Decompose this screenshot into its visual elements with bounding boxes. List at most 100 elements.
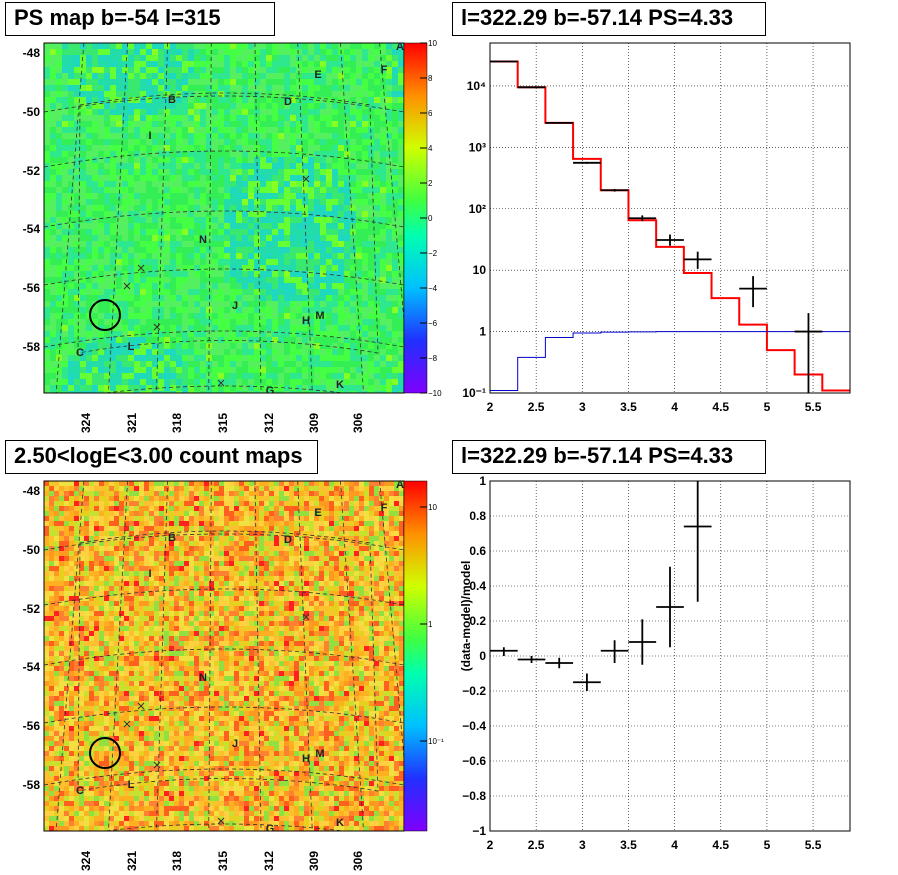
map-pixel (304, 561, 310, 567)
map-pixel (242, 169, 249, 176)
map-pixel (248, 43, 255, 50)
map-pixel (146, 199, 153, 206)
map-pixel (254, 193, 261, 200)
map-pixel (354, 556, 360, 562)
map-pixel (309, 521, 315, 527)
map-pixel (169, 506, 175, 512)
map-pixel (212, 217, 219, 224)
map-pixel (146, 253, 153, 260)
map-pixel (206, 115, 213, 122)
map-pixel (296, 121, 303, 128)
map-pixel (386, 115, 393, 122)
map-pixel (284, 157, 291, 164)
map-pixel (182, 211, 189, 218)
map-pixel (278, 241, 285, 248)
map-pixel (326, 181, 333, 188)
map-pixel (44, 109, 51, 116)
map-pixel (212, 205, 219, 212)
map-pixel (158, 373, 165, 380)
map-pixel (380, 325, 387, 332)
map-pixel (86, 163, 93, 170)
map-pixel (290, 55, 297, 62)
map-pixel (284, 313, 291, 320)
map-pixel (170, 157, 177, 164)
map-pixel (212, 103, 219, 110)
map-pixel (319, 511, 325, 517)
map-pixel (129, 521, 135, 527)
map-pixel (344, 561, 350, 567)
map-pixel (236, 223, 243, 230)
map-pixel (92, 355, 99, 362)
map-pixel (254, 289, 261, 296)
map-pixel (224, 385, 231, 392)
map-pixel (129, 551, 135, 557)
map-pixel (354, 546, 360, 552)
map-pixel (329, 526, 335, 532)
map-pixel (350, 115, 357, 122)
map-pixel (134, 506, 140, 512)
map-pixel (116, 199, 123, 206)
map-pixel (332, 61, 339, 68)
map-pixel (380, 367, 387, 374)
map-pixel (209, 526, 215, 532)
map-pixel (170, 331, 177, 338)
map-pixel (374, 277, 381, 284)
map-pixel (272, 289, 279, 296)
map-pixel (296, 139, 303, 146)
map-pixel (146, 187, 153, 194)
map-pixel (86, 205, 93, 212)
map-pixel (314, 265, 321, 272)
map-pixel (188, 361, 195, 368)
map-pixel (80, 151, 87, 158)
map-pixel (249, 566, 255, 572)
map-pixel (254, 536, 260, 542)
map-pixel (86, 127, 93, 134)
map-pixel (204, 561, 210, 567)
map-pixel (309, 506, 315, 512)
map-pixel (158, 313, 165, 320)
map-pixel (184, 561, 190, 567)
map-pixel (80, 277, 87, 284)
map-pixel (274, 486, 280, 492)
map-pixel (389, 546, 395, 552)
map-pixel (92, 385, 99, 392)
map-pixel (236, 265, 243, 272)
map-pixel (89, 546, 95, 552)
map-pixel (296, 235, 303, 242)
map-pixel (290, 67, 297, 74)
map-pixel (50, 61, 57, 68)
map-pixel (99, 511, 105, 517)
map-pixel (146, 229, 153, 236)
map-pixel (369, 526, 375, 532)
map-pixel (212, 277, 219, 284)
map-pixel (230, 391, 237, 393)
map-pixel (254, 501, 260, 507)
map-pixel (302, 55, 309, 62)
map-pixel (200, 313, 207, 320)
map-pixel (184, 551, 190, 557)
map-pixel (194, 241, 201, 248)
map-pixel (309, 531, 315, 537)
source-marker (302, 175, 310, 183)
map-pixel (59, 531, 65, 537)
map-pixel (234, 536, 240, 542)
map-pixel (56, 181, 63, 188)
map-pixel (149, 506, 155, 512)
map-pixel (332, 211, 339, 218)
map-pixel (134, 109, 141, 116)
map-pixel (264, 511, 270, 517)
map-pixel (110, 175, 117, 182)
map-pixel (374, 561, 380, 567)
map-pixel (374, 67, 381, 74)
map-pixel (164, 271, 171, 278)
map-pixel (338, 361, 345, 368)
map-pixel (224, 121, 231, 128)
map-pixel (230, 373, 237, 380)
map-pixel (176, 205, 183, 212)
map-pixel (380, 43, 387, 50)
map-pixel (224, 491, 230, 497)
map-pixel (44, 295, 51, 302)
map-pixel (236, 217, 243, 224)
map-pixel (368, 43, 375, 50)
map-pixel (284, 229, 291, 236)
